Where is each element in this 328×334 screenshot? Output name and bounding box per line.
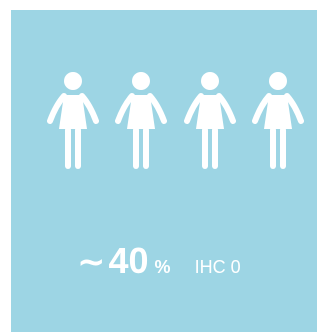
woman-icon <box>184 71 236 181</box>
stat-value: 40 <box>108 240 149 281</box>
woman-icon <box>252 71 304 181</box>
pictogram-row <box>47 71 304 181</box>
stat-line: ~ 40 % IHC 0 <box>77 240 241 290</box>
stat-label: IHC 0 <box>194 257 241 277</box>
woman-icon <box>115 71 167 181</box>
stat-unit: % <box>154 257 171 277</box>
infographic-panel: ~ 40 % IHC 0 <box>11 10 317 332</box>
approx-symbol: ~ <box>77 242 106 282</box>
woman-icon <box>47 71 99 181</box>
